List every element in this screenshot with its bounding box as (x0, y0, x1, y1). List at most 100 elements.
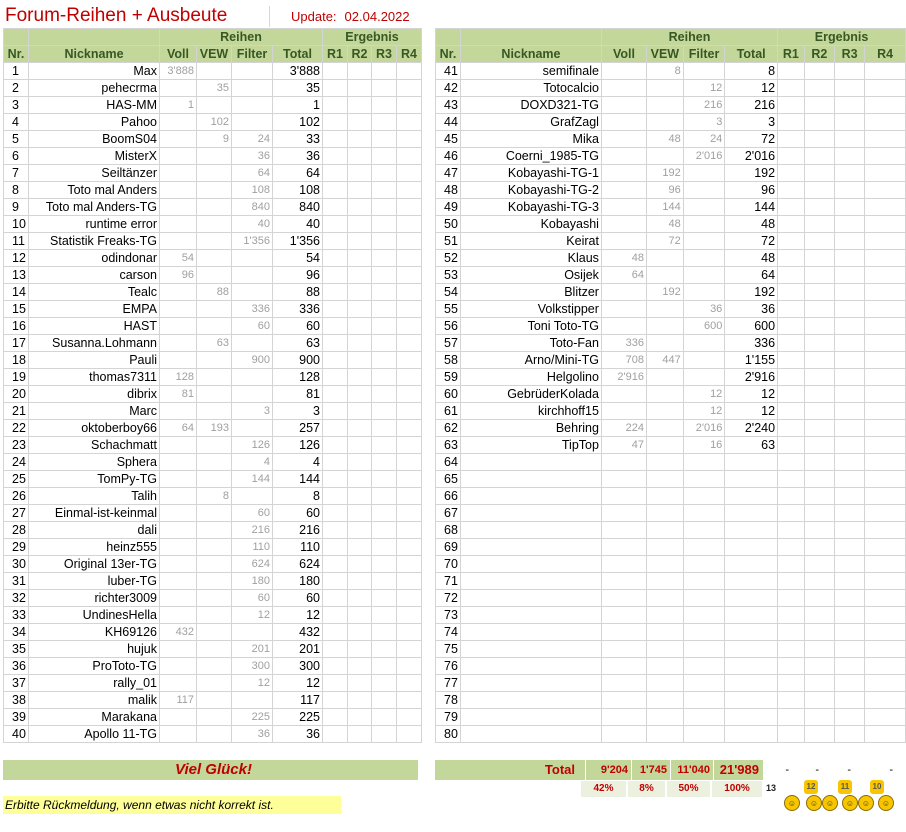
result-r4-cell (396, 623, 422, 641)
result-r3-cell (833, 317, 866, 335)
nickname-cell: Totocalcio (459, 79, 602, 97)
table-row: 16 HAST 60 60 (3, 317, 422, 335)
nickname-cell (459, 640, 602, 658)
total-cell (724, 691, 779, 709)
total-cell: 63 (272, 334, 323, 352)
nickname-cell: dibrix (28, 385, 160, 403)
voll-cell (600, 657, 647, 675)
filter-cell: 3 (682, 113, 726, 131)
total-cell (724, 606, 779, 624)
nickname-cell: Kobayashi-TG-2 (459, 181, 602, 199)
filter-cell (231, 419, 273, 437)
voll-cell (159, 538, 197, 556)
row-number: 65 (435, 470, 461, 488)
nickname-cell: rally_01 (28, 674, 160, 692)
total-cell: 12 (724, 79, 779, 97)
result-r2-cell (803, 504, 835, 522)
result-r3-cell (833, 725, 866, 743)
filter-cell (682, 572, 726, 590)
result-r1-cell (777, 657, 805, 675)
result-r3-cell (833, 606, 866, 624)
voll-cell (159, 232, 197, 250)
result-r3-cell (833, 96, 866, 114)
table-row: 42 Totocalcio 12 12 (435, 79, 906, 97)
result-r4-cell (864, 572, 906, 590)
total-cell: 180 (272, 572, 323, 590)
voll-cell (159, 657, 197, 675)
row-number: 48 (435, 181, 461, 199)
result-r1-cell (322, 521, 348, 539)
total-cell: 54 (272, 249, 323, 267)
filter-cell (682, 334, 726, 352)
result-r4-cell (864, 691, 906, 709)
table-row: 41 semifinale 8 8 (435, 62, 906, 80)
result-r4-cell (396, 589, 422, 607)
result-r4-cell (864, 453, 906, 471)
row-number: 60 (435, 385, 461, 403)
result-r1-cell (777, 283, 805, 301)
row-number: 19 (3, 368, 29, 386)
table-row: 49 Kobayashi-TG-3 144 144 (435, 198, 906, 216)
table-row: 78 (435, 691, 906, 709)
result-r3-cell (371, 487, 397, 505)
table-row: 19 thomas7311 128 128 (3, 368, 422, 386)
result-r2-cell (803, 147, 835, 165)
vew-cell: 63 (196, 334, 232, 352)
result-r4-cell (396, 606, 422, 624)
result-r1-cell (777, 249, 805, 267)
col-r3: R3 (833, 45, 866, 63)
result-r2-cell (347, 657, 372, 675)
corner-cell (435, 28, 461, 46)
result-r1-cell (322, 419, 348, 437)
right-table: Reihen Ergebnis Nr. Nickname Voll VEW Fi… (435, 28, 906, 743)
table-row: 20 dibrix 81 81 (3, 385, 422, 403)
vew-cell (196, 606, 232, 624)
row-number: 76 (435, 657, 461, 675)
result-r3-cell (371, 198, 397, 216)
voll-cell (600, 147, 647, 165)
table-row: 40 Apollo 11-TG 36 36 (3, 725, 422, 743)
vew-cell (645, 640, 684, 658)
result-r1-cell (777, 232, 805, 250)
result-r1-cell (322, 283, 348, 301)
voll-cell: 2'916 (600, 368, 647, 386)
nickname-cell: semifinale (459, 62, 602, 80)
result-r3-cell (371, 674, 397, 692)
voll-cell (159, 555, 197, 573)
row-number: 9 (3, 198, 29, 216)
vew-cell (645, 266, 684, 284)
row-number: 29 (3, 538, 29, 556)
row-number: 80 (435, 725, 461, 743)
filter-cell: 336 (231, 300, 273, 318)
result-r3-cell (833, 402, 866, 420)
nickname-cell: Max (28, 62, 160, 80)
voll-cell (600, 640, 647, 658)
voll-cell (600, 521, 647, 539)
col-voll: Voll (600, 45, 647, 63)
filter-cell: 40 (231, 215, 273, 233)
vew-cell: 102 (196, 113, 232, 131)
row-number: 24 (3, 453, 29, 471)
total-cell (724, 657, 779, 675)
result-r3-cell (833, 691, 866, 709)
filter-cell (682, 674, 726, 692)
result-r4-cell (864, 555, 906, 573)
result-r4-cell (396, 657, 422, 675)
filter-cell: 12 (682, 385, 726, 403)
voll-cell (159, 334, 197, 352)
result-r4-cell (864, 504, 906, 522)
result-r2-cell (347, 708, 372, 726)
result-r4-cell (396, 453, 422, 471)
result-r2-cell (803, 96, 835, 114)
filter-cell (682, 232, 726, 250)
result-r2-cell (347, 147, 372, 165)
result-r1-cell (777, 198, 805, 216)
total-cell: 128 (272, 368, 323, 386)
nickname-cell (459, 538, 602, 556)
update-date: 02.04.2022 (344, 9, 410, 24)
vew-cell (645, 538, 684, 556)
pct-all: 100% (712, 781, 762, 797)
table-row: 14 Tealc 88 88 (3, 283, 422, 301)
result-r1-cell (322, 79, 348, 97)
result-r1: - (765, 760, 791, 780)
